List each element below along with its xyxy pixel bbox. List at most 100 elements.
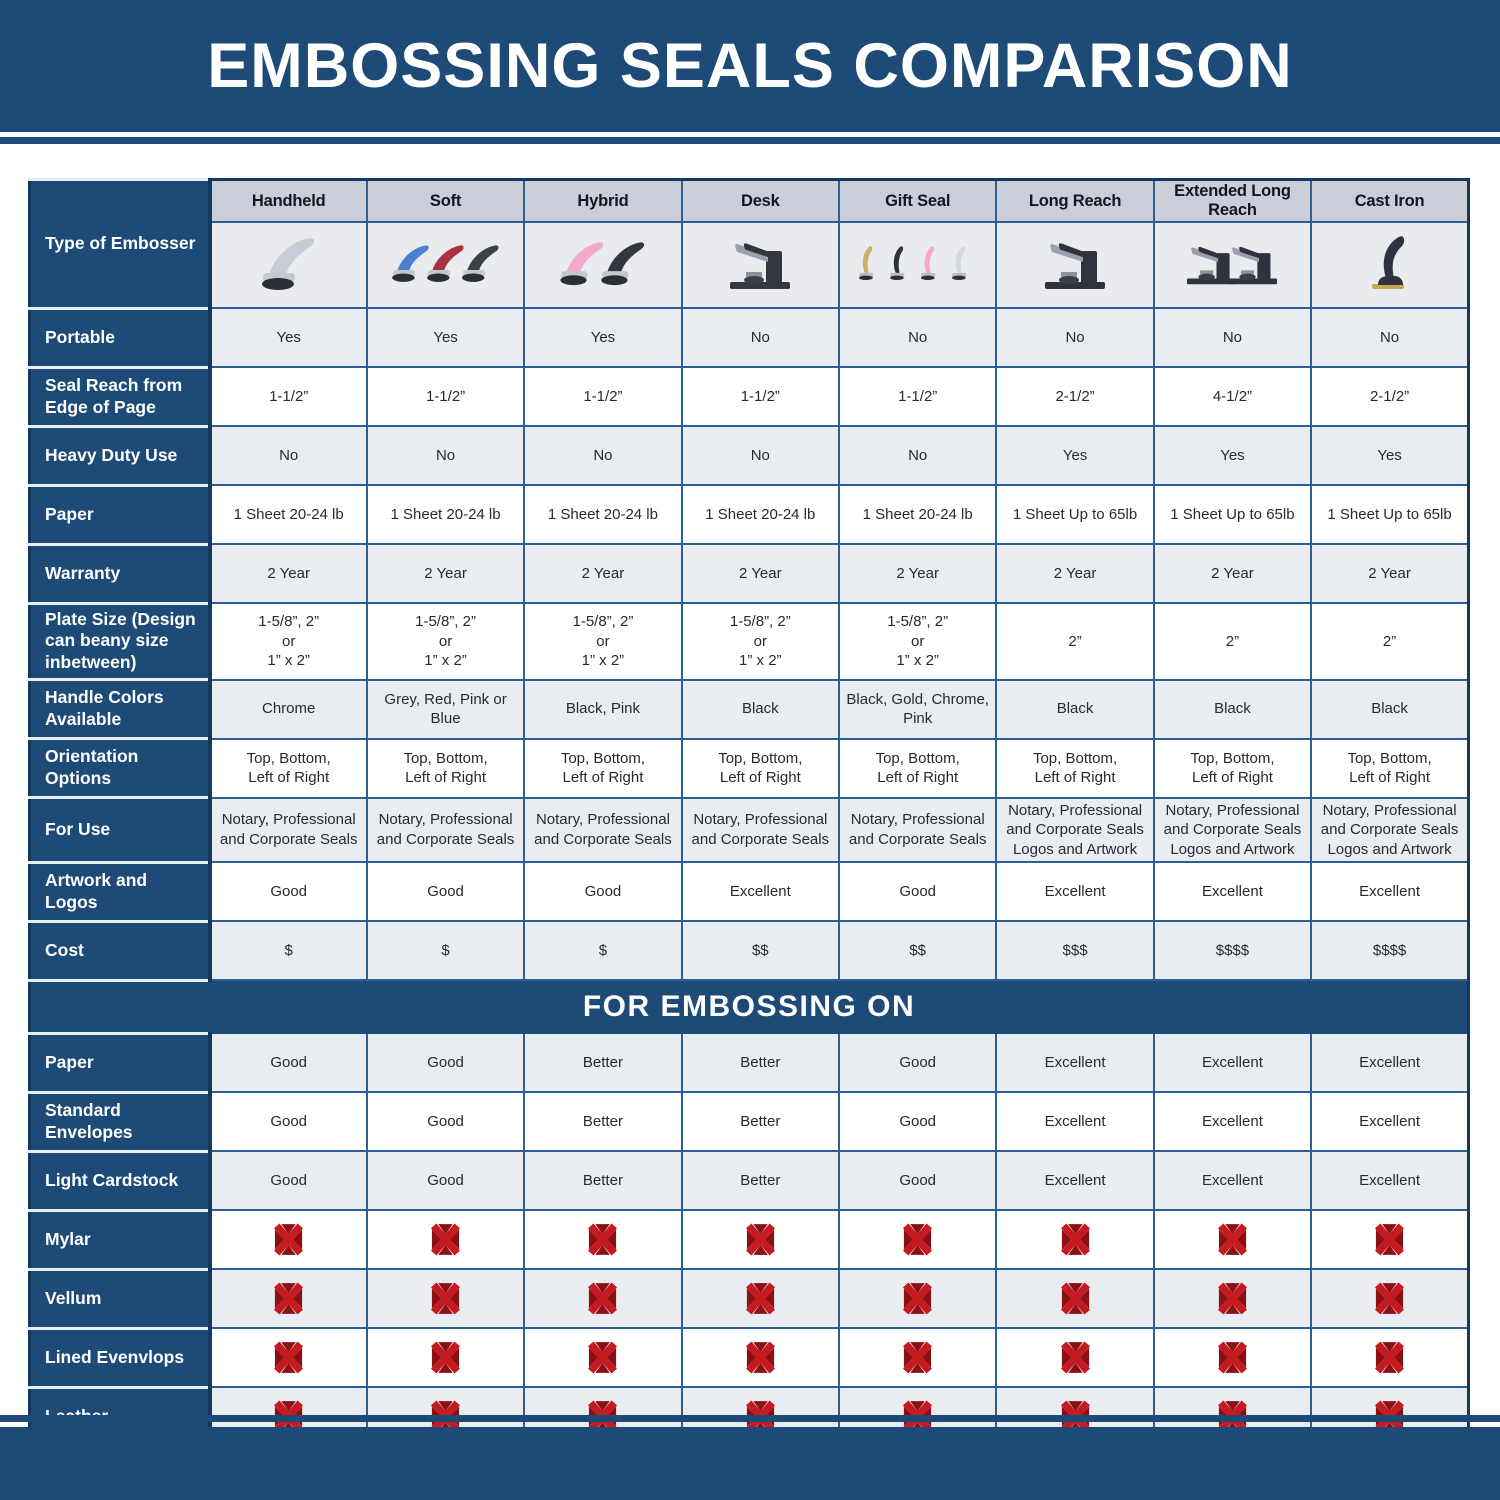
bottom-divider <box>0 1415 1500 1422</box>
cell-mylar-long-reach <box>995 1209 1155 1271</box>
cell-cost-cast-iron: $$$$ <box>1310 920 1470 982</box>
not-suitable-icon <box>274 1223 304 1256</box>
footer-bar <box>0 1427 1500 1500</box>
cell-light-cardstock-cast-iron: Excellent <box>1310 1150 1470 1212</box>
image-cell-extended-long-reach <box>1152 221 1313 309</box>
cell-orientation-options-cast-iron: Top, Bottom, Left of Right <box>1310 737 1470 799</box>
comparison-table: Type of Embosser Handheld Soft Hybrid Desk Gi… <box>28 178 1470 1449</box>
cell-warranty-gift-seal: 2 Year <box>837 543 998 604</box>
cell-mylar-cast-iron <box>1310 1209 1470 1271</box>
image-cell-long-reach <box>995 221 1155 309</box>
cell-standard-envelopes-desk: Better <box>680 1091 841 1153</box>
cell-light-cardstock-desk: Better <box>680 1150 841 1212</box>
cell-warranty-soft: 2 Year <box>365 543 526 604</box>
cell-artwork-and-logos-long-reach: Excellent <box>995 861 1155 923</box>
cell-for-use-handheld: Notary, Professional and Corporate Seals <box>208 796 368 864</box>
cell-paper-cast-iron: Excellent <box>1310 1032 1470 1094</box>
cell-vellum-handheld <box>208 1268 368 1330</box>
cell-seal-reach-from-edge-of-page-soft: 1-1/2” <box>365 366 526 427</box>
not-suitable-icon <box>588 1341 618 1374</box>
cell-seal-reach-from-edge-of-page-gift-seal: 1-1/2” <box>837 366 998 427</box>
not-suitable-icon <box>274 1341 304 1374</box>
cell-standard-envelopes-hybrid: Better <box>523 1091 683 1153</box>
cell-standard-envelopes-long-reach: Excellent <box>995 1091 1155 1153</box>
cell-orientation-options-hybrid: Top, Bottom, Left of Right <box>523 737 683 799</box>
cell-paper-soft: Good <box>365 1032 526 1094</box>
cell-vellum-soft <box>365 1268 526 1330</box>
not-suitable-icon <box>1217 1341 1247 1374</box>
not-suitable-icon <box>588 1282 618 1315</box>
cell-cost-gift-seal: $$ <box>837 920 998 982</box>
row-label-paper: Paper <box>29 1031 212 1094</box>
cell-orientation-options-extended-long-reach: Top, Bottom, Left of Right <box>1152 737 1313 799</box>
cell-handle-colors-available-handheld: Chrome <box>208 678 368 740</box>
row-label-artwork-and-logos: Artwork and Logos <box>29 860 212 923</box>
cell-mylar-hybrid <box>523 1209 683 1271</box>
cell-artwork-and-logos-hybrid: Good <box>523 861 683 923</box>
row-label-standard-envelopes: Standard Envelopes <box>29 1090 212 1153</box>
row-label-lined-evenvlops: Lined Evenvlops <box>29 1326 212 1389</box>
cell-light-cardstock-soft: Good <box>365 1150 526 1212</box>
not-suitable-icon <box>745 1223 775 1256</box>
cell-lined-evenvlops-soft <box>365 1327 526 1389</box>
soft-embosser-image <box>391 244 499 282</box>
cell-handle-colors-available-hybrid: Black, Pink <box>523 678 683 740</box>
not-suitable-icon <box>1217 1223 1247 1256</box>
cell-paper-desk: 1 Sheet 20-24 lb <box>680 484 841 545</box>
cell-seal-reach-from-edge-of-page-cast-iron: 2-1/2” <box>1310 366 1470 427</box>
cell-for-use-cast-iron: Notary, Professional and Corporate Seals… <box>1310 796 1470 864</box>
cell-portable-long-reach: No <box>995 307 1155 368</box>
cell-mylar-handheld <box>208 1209 368 1271</box>
cell-standard-envelopes-extended-long-reach: Excellent <box>1152 1091 1313 1153</box>
cell-artwork-and-logos-desk: Excellent <box>680 861 841 923</box>
cast-iron-embosser-image <box>1371 235 1404 289</box>
image-cell-desk <box>680 221 841 309</box>
cell-vellum-hybrid <box>523 1268 683 1330</box>
row-label-handle-colors-available: Handle Colors Available <box>29 678 212 741</box>
cell-handle-colors-available-cast-iron: Black <box>1310 678 1470 740</box>
long-reach-embosser-image <box>1045 242 1106 289</box>
cell-for-use-desk: Notary, Professional and Corporate Seals <box>680 796 841 864</box>
cell-portable-hybrid: Yes <box>523 307 683 368</box>
image-cell-handheld <box>208 221 368 309</box>
cell-for-use-long-reach: Notary, Professional and Corporate Seals… <box>995 796 1155 864</box>
cell-warranty-desk: 2 Year <box>680 543 841 604</box>
cell-mylar-desk <box>680 1209 841 1271</box>
cell-light-cardstock-handheld: Good <box>208 1150 368 1212</box>
desk-embosser-image <box>730 242 791 289</box>
cell-plate-size-design-can-beany-size-inbetween-long-reach: 2” <box>995 602 1155 681</box>
row-label-vellum: Vellum <box>29 1267 212 1330</box>
cell-seal-reach-from-edge-of-page-long-reach: 2-1/2” <box>995 366 1155 427</box>
cell-paper-extended-long-reach: Excellent <box>1152 1032 1313 1094</box>
cell-handle-colors-available-gift-seal: Black, Gold, Chrome, Pink <box>837 678 998 740</box>
cell-portable-cast-iron: No <box>1310 307 1470 368</box>
not-suitable-icon <box>1375 1341 1405 1374</box>
not-suitable-icon <box>588 1223 618 1256</box>
cell-paper-gift-seal: 1 Sheet 20-24 lb <box>837 484 998 545</box>
column-header-desk: Desk <box>680 178 841 223</box>
cell-portable-gift-seal: No <box>837 307 998 368</box>
row-label-seal-reach-from-edge-of-page: Seal Reach from Edge of Page <box>29 365 212 428</box>
cell-vellum-desk <box>680 1268 841 1330</box>
cell-lined-evenvlops-long-reach <box>995 1327 1155 1389</box>
extended-long-reach-embosser-image <box>1187 246 1278 284</box>
cell-artwork-and-logos-handheld: Good <box>208 861 368 923</box>
cell-heavy-duty-use-soft: No <box>365 425 526 486</box>
cell-seal-reach-from-edge-of-page-hybrid: 1-1/2” <box>523 366 683 427</box>
not-suitable-icon <box>1060 1341 1090 1374</box>
not-suitable-icon <box>903 1341 933 1374</box>
not-suitable-icon <box>745 1341 775 1374</box>
cell-for-use-soft: Notary, Professional and Corporate Seals <box>365 796 526 864</box>
cell-handle-colors-available-extended-long-reach: Black <box>1152 678 1313 740</box>
not-suitable-icon <box>1375 1282 1405 1315</box>
page-title: EMBOSSING SEALS COMPARISON <box>207 31 1293 101</box>
row-label-warranty: Warranty <box>29 542 212 605</box>
cell-handle-colors-available-desk: Black <box>680 678 841 740</box>
cell-plate-size-design-can-beany-size-inbetween-gift-seal: 1-5/8”, 2” or 1” x 2” <box>837 602 998 681</box>
cell-artwork-and-logos-gift-seal: Good <box>837 861 998 923</box>
row-label-portable: Portable <box>29 306 212 369</box>
cell-cost-long-reach: $$$ <box>995 920 1155 982</box>
cell-plate-size-design-can-beany-size-inbetween-cast-iron: 2” <box>1310 602 1470 681</box>
cell-paper-cast-iron: 1 Sheet Up to 65lb <box>1310 484 1470 545</box>
cell-lined-evenvlops-cast-iron <box>1310 1327 1470 1389</box>
